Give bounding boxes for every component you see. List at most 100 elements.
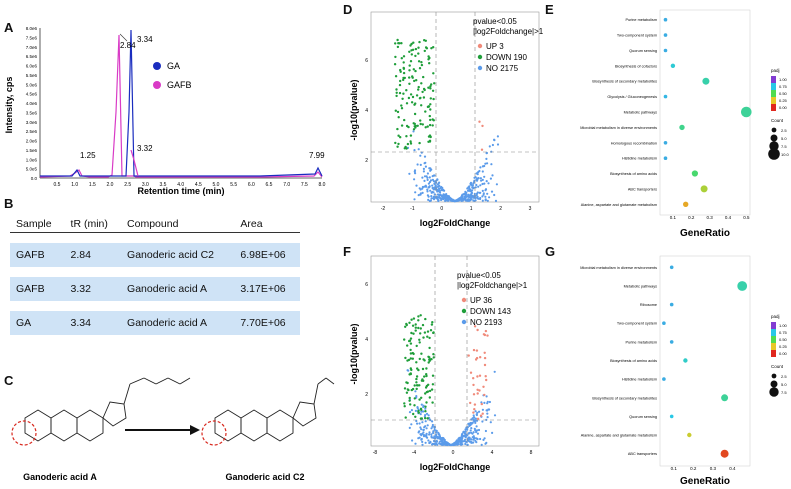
count-legend-title: Count [771,118,784,123]
volcano-point-down [417,315,420,318]
volcano-point-no [461,440,464,443]
count-legend-marker [770,134,778,142]
volcano-point-no [419,154,422,157]
volcano-point-no [470,441,473,444]
peak-label-284: 2.84 [120,41,136,50]
volcano-point-no [461,193,464,196]
volcano-point-down [402,55,406,58]
volcano-point-down [403,338,406,341]
chromatogram-x-tick: 1.0 [71,182,78,188]
volcano-d-legend-down: DOWN 190 [486,53,527,62]
chromatogram-x-tick: 4.0 [177,182,184,188]
volcano-point-no [465,199,468,202]
volcano-point-no [486,192,489,195]
volcano-point-down [419,122,422,126]
count-legend-title: Count [771,364,784,369]
chromatogram-xlabel: Retention time (min) [138,186,225,196]
pathway-label: Glycolysis / Gluconeogenesis [607,95,657,99]
enrichment-dot [741,106,752,118]
volcano-point-down [424,386,428,389]
volcano-point-down [413,122,416,126]
chromatogram-y-tick: 7.5e6 [26,35,38,40]
pathway-label: Microbial metabolism in diverse environm… [580,126,657,130]
volcano-point-no [429,168,432,171]
volcano-point-no [488,196,491,199]
volcano-point-no [486,402,489,405]
volcano-point-down [429,329,433,332]
volcano-point-down [424,405,427,408]
volcano-point-down [428,62,431,65]
volcano-point-no [486,409,489,412]
volcano-point-down [409,348,412,352]
volcano-point-down [427,58,430,61]
volcano-point-down [400,107,404,110]
count-legend-marker [768,148,780,160]
count-legend-tick: 2.5 [781,374,787,379]
volcano-point-down [405,89,408,92]
legend-ga-label: GA [167,61,180,71]
chromatogram-y-tick: 2.0e6 [26,139,38,144]
volcano-point-no [426,188,429,191]
padj-legend-swatch [771,97,776,104]
volcano-f-x-ticks: -8 -4 0 4 8 2 4 6 [365,282,532,456]
legend-gafb-marker [153,81,161,89]
volcano-point-no [414,390,417,393]
volcano-point-down [399,79,402,83]
volcano-point-down [414,54,417,58]
volcano-point-no [494,199,498,202]
volcano-point-no [416,163,419,166]
volcano-point-down [406,142,410,146]
enrichment-dot [720,449,729,458]
legend-gafb-label: GAFB [167,80,192,90]
volcano-point-no [486,162,489,165]
enrichment-dot [669,265,674,270]
volcano-point-no [435,431,438,434]
volcano-f-y-tick: 2 [365,392,368,398]
enrichment-g-marks: Microbial metabolism in diverse environm… [580,265,748,471]
header-compound: Compound [121,216,235,233]
volcano-point-no [475,183,478,187]
enrichment-dot [702,77,710,85]
enrichment-e-legend: padj 1.00 0.75 0.50 0.25 0.00 Count 2.5 5.0 7.5 10… [768,68,790,160]
volcano-point-down [396,45,400,49]
pathway-label: Purine metabolism [626,340,657,344]
volcano-point-down [428,358,431,361]
volcano-point-no [490,163,493,166]
volcano-point-no [469,429,472,432]
volcano-point-down [411,95,415,99]
volcano-point-down [415,381,418,384]
volcano-point-down [401,97,404,101]
volcano-point-up [476,328,479,332]
volcano-point-up [483,356,487,360]
volcano-point-no [408,426,411,429]
pathway-label: Two-component system [617,34,657,38]
volcano-point-down [402,92,405,95]
volcano-point-no [485,157,488,160]
volcano-point-no [493,139,496,142]
volcano-point-no [428,167,431,170]
volcano-point-no [419,433,422,436]
volcano-point-no [432,198,436,201]
volcano-point-no [431,423,434,427]
enrichment-x-tick: 0.4 [729,466,736,471]
chromatogram-y-tick: 0.0 [31,176,38,181]
volcano-point-down [399,70,402,74]
volcano-point-down [429,87,432,90]
volcano-point-no [421,440,424,443]
volcano-point-down [396,110,400,114]
volcano-point-no [486,416,489,419]
volcano-point-no [438,435,441,438]
volcano-point-no [427,414,430,417]
structure-label-right: Ganoderic acid C2 [225,472,304,482]
volcano-point-down [414,329,417,332]
volcano-point-down [420,379,424,382]
volcano-point-no [468,185,471,188]
volcano-d-points [393,38,500,203]
panel-label-d: D [343,2,353,17]
volcano-point-down [424,317,427,321]
volcano-point-up [483,363,487,367]
chromatogram-x-tick: 6.0 [248,182,255,188]
volcano-point-no [484,429,487,433]
volcano-point-down [409,44,412,47]
enrichment-plot-g: Microbial metabolism in diverse environm… [580,255,788,487]
